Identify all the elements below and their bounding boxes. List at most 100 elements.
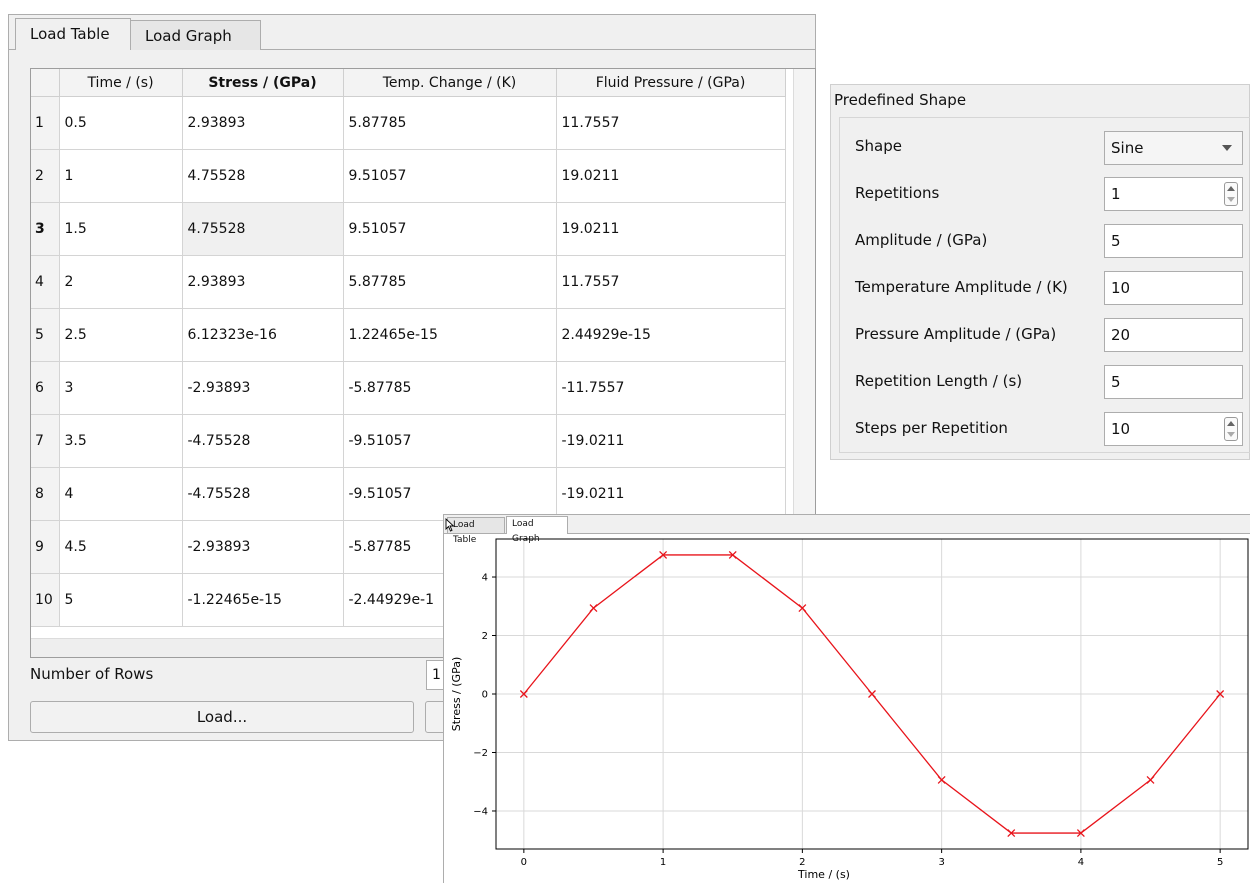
- amplitude-input[interactable]: 5: [1104, 224, 1243, 258]
- table-cell-temp[interactable]: -5.87785: [343, 361, 557, 415]
- steps-per-repetition-spinbox[interactable]: 10: [1104, 412, 1243, 446]
- tab-load-graph[interactable]: Load Graph: [130, 20, 261, 50]
- x-tick-label: 0: [521, 857, 527, 868]
- data-point-marker: [728, 550, 737, 559]
- row-header[interactable]: 2: [31, 149, 60, 203]
- data-point-marker: [1146, 775, 1155, 784]
- table-row[interactable]: 8 4 -4.75528 -9.51057 -19.0211: [31, 467, 786, 521]
- data-point-marker: [589, 604, 598, 613]
- table-row[interactable]: 5 2.5 6.12323e-16 1.22465e-15 2.44929e-15: [31, 308, 786, 362]
- table-cell-time[interactable]: 5: [59, 573, 183, 627]
- predefined-shape-group: Shape Sine Repetitions 1 Amplitude / (GP…: [839, 117, 1250, 453]
- table-cell-stress[interactable]: -4.75528: [182, 414, 344, 468]
- column-header-stress[interactable]: Stress / (GPa): [182, 69, 344, 97]
- table-row[interactable]: 2 1 4.75528 9.51057 19.0211: [31, 149, 786, 203]
- table-cell-time[interactable]: 2.5: [59, 308, 183, 362]
- temperature-amplitude-input[interactable]: 10: [1104, 271, 1243, 305]
- row-header[interactable]: 9: [31, 520, 60, 574]
- data-point-marker: [937, 775, 946, 784]
- table-row[interactable]: 6 3 -2.93893 -5.87785 -11.7557: [31, 361, 786, 415]
- table-cell-pressure[interactable]: 19.0211: [556, 202, 786, 256]
- column-header-temp-change[interactable]: Temp. Change / (K): [343, 69, 557, 97]
- repetition-length-label: Repetition Length / (s): [855, 372, 1023, 390]
- row-header[interactable]: 10: [31, 573, 60, 627]
- table-cell-pressure[interactable]: -19.0211: [556, 467, 786, 521]
- table-cell-stress[interactable]: 4.75528: [182, 202, 344, 256]
- graph-tab-bar: Load Table Load Graph: [444, 515, 1250, 545]
- pressure-amplitude-input[interactable]: 20: [1104, 318, 1243, 352]
- row-header[interactable]: 6: [31, 361, 60, 415]
- table-row[interactable]: 3 1.5 4.75528 9.51057 19.0211: [31, 202, 786, 256]
- table-cell-time[interactable]: 0.5: [59, 96, 183, 150]
- shape-select-value: Sine: [1111, 139, 1144, 157]
- table-cell-pressure[interactable]: 19.0211: [556, 149, 786, 203]
- row-header[interactable]: 4: [31, 255, 60, 309]
- table-cell-pressure[interactable]: 11.7557: [556, 255, 786, 309]
- table-cell-time[interactable]: 1: [59, 149, 183, 203]
- table-cell-time[interactable]: 3.5: [59, 414, 183, 468]
- table-cell-temp[interactable]: 1.22465e-15: [343, 308, 557, 362]
- repetitions-label: Repetitions: [855, 184, 940, 202]
- spin-arrows-icon[interactable]: [1224, 182, 1238, 206]
- y-tick-label: −2: [473, 748, 488, 759]
- table-cell-pressure[interactable]: 11.7557: [556, 96, 786, 150]
- row-header[interactable]: 1: [31, 96, 60, 150]
- table-cell-temp[interactable]: 5.87785: [343, 255, 557, 309]
- x-tick-label: 5: [1217, 857, 1223, 868]
- predefined-shape-title: Predefined Shape: [834, 91, 967, 109]
- data-point-marker: [659, 550, 668, 559]
- table-cell-temp[interactable]: -9.51057: [343, 467, 557, 521]
- shape-select[interactable]: Sine: [1104, 131, 1243, 165]
- table-row[interactable]: 1 0.5 2.93893 5.87785 11.7557: [31, 96, 786, 150]
- row-header[interactable]: 8: [31, 467, 60, 521]
- repetition-length-input[interactable]: 5: [1104, 365, 1243, 399]
- x-tick-label: 3: [938, 857, 944, 868]
- x-tick-label: 4: [1078, 857, 1084, 868]
- table-cell-stress[interactable]: 2.93893: [182, 96, 344, 150]
- tab-load-graph[interactable]: Load Graph: [506, 516, 568, 544]
- table-cell-time[interactable]: 4: [59, 467, 183, 521]
- column-header-time[interactable]: Time / (s): [59, 69, 183, 97]
- x-tick-label: 2: [799, 857, 805, 868]
- x-tick-label: 1: [660, 857, 666, 868]
- stress-time-chart: 0 1 2 3 4 5 −4 −2 0 2 4 Time / (s) Stress / (GPa): [450, 538, 1249, 881]
- table-cell-temp[interactable]: -9.51057: [343, 414, 557, 468]
- table-cell-pressure[interactable]: -11.7557: [556, 361, 786, 415]
- chevron-down-icon: [1222, 145, 1232, 151]
- y-tick-label: 2: [482, 631, 488, 642]
- table-cell-time[interactable]: 1.5: [59, 202, 183, 256]
- tab-load-table[interactable]: Load Table: [15, 18, 131, 50]
- table-cell-pressure[interactable]: -19.0211: [556, 414, 786, 468]
- table-cell-time[interactable]: 2: [59, 255, 183, 309]
- table-cell-temp[interactable]: 5.87785: [343, 96, 557, 150]
- row-header[interactable]: 5: [31, 308, 60, 362]
- table-cell-stress[interactable]: 4.75528: [182, 149, 344, 203]
- y-tick-label: −4: [473, 806, 488, 817]
- table-cell-time[interactable]: 3: [59, 361, 183, 415]
- table-cell-stress[interactable]: -4.75528: [182, 467, 344, 521]
- table-cell-stress[interactable]: 2.93893: [182, 255, 344, 309]
- data-point-marker: [798, 604, 807, 613]
- repetitions-spinbox[interactable]: 1: [1104, 177, 1243, 211]
- vertical-scrollbar[interactable]: [793, 69, 815, 657]
- table-cell-temp[interactable]: 9.51057: [343, 202, 557, 256]
- row-header[interactable]: 7: [31, 414, 60, 468]
- table-row[interactable]: 4 2 2.93893 5.87785 11.7557: [31, 255, 786, 309]
- table-cell-stress[interactable]: -2.93893: [182, 361, 344, 415]
- y-axis-label: Stress / (GPa): [450, 657, 463, 732]
- table-cell-stress[interactable]: 6.12323e-16: [182, 308, 344, 362]
- table-cell-stress[interactable]: -1.22465e-15: [182, 573, 344, 627]
- repetitions-value: 1: [1111, 185, 1121, 203]
- amplitude-label: Amplitude / (GPa): [855, 231, 988, 249]
- corner-cell[interactable]: [31, 69, 60, 97]
- table-row[interactable]: 7 3.5 -4.75528 -9.51057 -19.0211: [31, 414, 786, 468]
- tab-load-table[interactable]: Load Table: [447, 517, 505, 545]
- spin-arrows-icon[interactable]: [1224, 417, 1238, 441]
- row-header[interactable]: 3: [31, 202, 60, 256]
- column-header-fluid-pressure[interactable]: Fluid Pressure / (GPa): [556, 69, 786, 97]
- table-cell-pressure[interactable]: 2.44929e-15: [556, 308, 786, 362]
- table-cell-time[interactable]: 4.5: [59, 520, 183, 574]
- table-cell-temp[interactable]: 9.51057: [343, 149, 557, 203]
- table-cell-stress[interactable]: -2.93893: [182, 520, 344, 574]
- load-button[interactable]: Load...: [30, 701, 414, 733]
